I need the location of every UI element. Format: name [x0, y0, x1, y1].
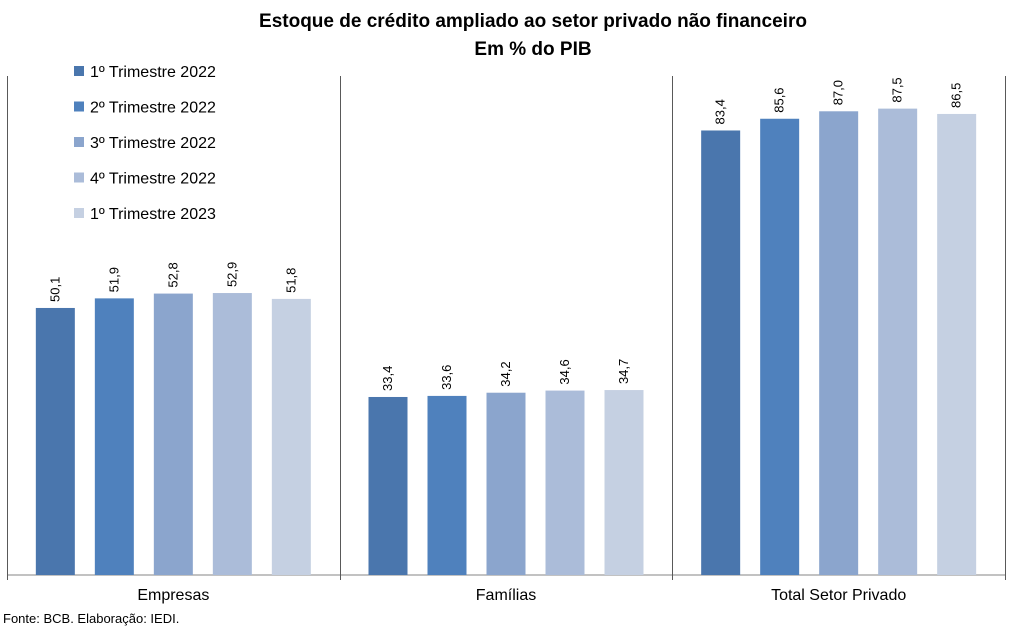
data-label: 34,2: [498, 361, 513, 386]
category-label: Empresas: [137, 587, 209, 604]
bar: [486, 392, 526, 575]
legend-swatch: [74, 137, 84, 147]
legend-label: 2º Trimestre 2022: [90, 100, 216, 117]
chart-title: Estoque de crédito ampliado ao setor pri…: [259, 11, 807, 32]
bar: [35, 307, 75, 575]
bar: [427, 395, 467, 575]
bar: [271, 298, 311, 575]
data-label: 33,6: [439, 365, 454, 390]
data-label: 51,8: [283, 268, 298, 293]
bar: [701, 130, 741, 575]
bars: 50,1 51,9 52,8 52,9 51,8 33,4 33,6 34,2 34,6 34,7…: [35, 77, 977, 575]
bar: [368, 396, 408, 575]
legend-swatch: [74, 66, 84, 76]
bar: [604, 390, 644, 575]
data-label: 85,6: [772, 87, 787, 112]
legend-label: 1º Trimestre 2023: [90, 206, 216, 223]
bar: [878, 108, 918, 575]
legend-swatch: [74, 101, 84, 112]
legend-label: 1º Trimestre 2022: [90, 64, 216, 81]
category-label: Famílias: [476, 587, 536, 604]
bar: [153, 293, 193, 575]
legend-swatch: [74, 208, 84, 218]
bar: [212, 293, 252, 575]
bar: [760, 118, 800, 575]
bar: [819, 111, 859, 575]
data-label: 33,4: [380, 366, 395, 391]
legend: 1º Trimestre 2022 2º Trimestre 2022 3º Tri…: [74, 64, 216, 223]
data-label: 86,5: [949, 83, 964, 108]
legend-label: 3º Trimestre 2022: [90, 135, 216, 152]
data-label: 87,0: [831, 80, 846, 105]
bar: [545, 390, 585, 575]
source-note: Fonte: BCB. Elaboração: IEDI.: [3, 611, 180, 626]
legend-swatch: [74, 172, 84, 183]
data-label: 50,1: [47, 277, 62, 302]
legend-label: 4º Trimestre 2022: [90, 171, 216, 188]
chart-subtitle: Em % do PIB: [474, 39, 591, 60]
data-label: 52,9: [224, 262, 239, 287]
bar: [94, 298, 134, 575]
category-label: Total Setor Privado: [771, 587, 906, 604]
data-label: 34,6: [557, 359, 572, 384]
data-label: 52,8: [165, 262, 180, 287]
data-label: 51,9: [106, 267, 121, 292]
data-label: 83,4: [713, 99, 728, 124]
data-label: 34,7: [616, 359, 631, 384]
data-label: 87,5: [890, 77, 905, 102]
bar: [937, 113, 977, 575]
